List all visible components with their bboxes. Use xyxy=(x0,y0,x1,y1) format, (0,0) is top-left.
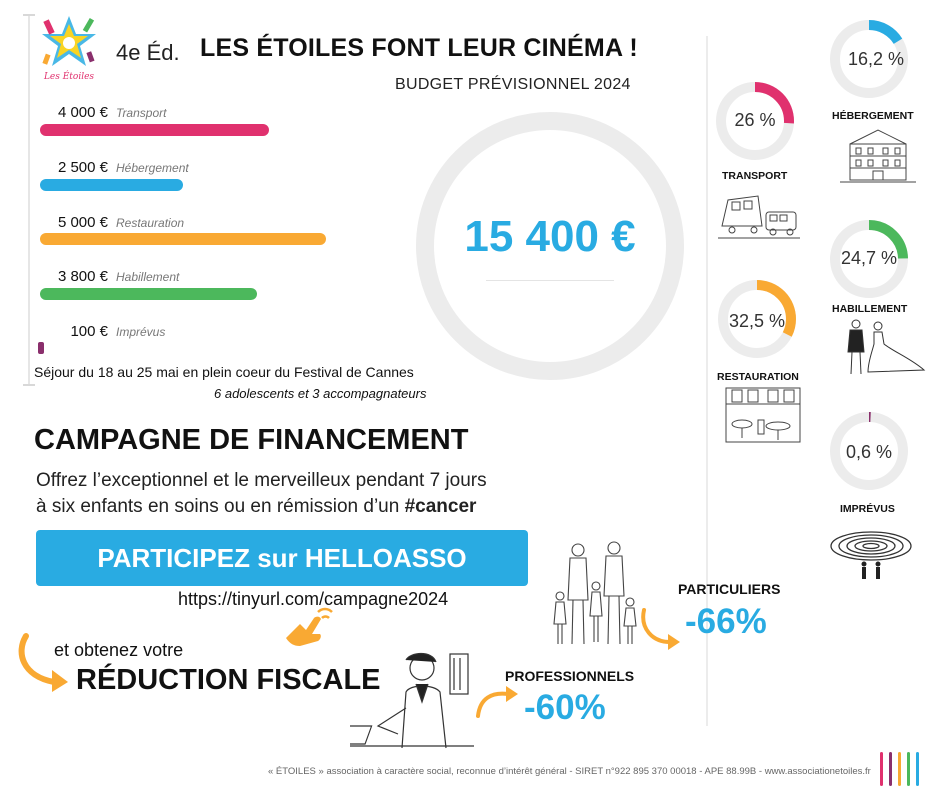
right-divider xyxy=(706,36,708,726)
donut-restauration xyxy=(718,280,796,358)
total-budget: 15 400 € xyxy=(464,212,636,261)
budget-category: Imprévus xyxy=(116,325,166,339)
budget-category: Transport xyxy=(116,106,167,120)
restaurant-illustration xyxy=(725,387,801,443)
logo-star-icon xyxy=(42,16,96,66)
budget-amount: 3 800 € xyxy=(57,268,108,285)
donut-arc-imprevus xyxy=(830,412,908,490)
share-label: IMPRÉVUS xyxy=(840,503,895,515)
total-divider xyxy=(486,280,614,281)
logo-text: Les Étoiles xyxy=(43,72,95,82)
budget-amount: 4 000 € xyxy=(57,104,108,121)
curved-arrow-icon xyxy=(476,686,518,718)
budget-bar-transport xyxy=(40,124,269,136)
donut-hebergement xyxy=(830,20,908,98)
budget-bar-list xyxy=(0,0,1,1)
edition-label: 4e Éd. xyxy=(116,40,180,65)
left-divider xyxy=(28,14,30,386)
budget-amount: 2 500 € xyxy=(57,159,108,176)
pointing-hand-icon xyxy=(286,607,333,646)
donut-arc-hebergement xyxy=(830,20,908,98)
brand-stripe xyxy=(916,752,919,786)
budget-amount: 5 000 € xyxy=(57,214,108,231)
left-divider-cap xyxy=(23,384,35,386)
businessman-illustration xyxy=(350,652,474,749)
page-title: LES ÉTOILES FONT LEUR CINÉMA ! xyxy=(200,34,638,62)
footer-legal: « ÉTOILES » association à caractère soci… xyxy=(268,766,871,777)
helloasso-button[interactable]: PARTICIPEZ sur HELLOASSO xyxy=(36,530,528,586)
share-pct: 32,5 % xyxy=(728,311,786,331)
share-pct: 24,7 % xyxy=(840,248,898,268)
page-subtitle: BUDGET PRÉVISIONNEL 2024 xyxy=(395,76,631,93)
budget-bar-habillement xyxy=(40,288,257,300)
curved-arrow-icon xyxy=(641,608,680,650)
curved-arrow-icon xyxy=(18,633,68,692)
donut-imprevus xyxy=(830,412,908,490)
budget-bar-restauration xyxy=(40,233,326,245)
campaign-line-2: à six enfants en soins ou en rémission d… xyxy=(36,494,487,520)
tax-intro: et obtenez votre xyxy=(54,640,184,660)
evening-wear-illustration xyxy=(847,319,926,375)
donut-transport xyxy=(716,82,794,160)
total-ring xyxy=(416,112,684,380)
share-label: RESTAURATION xyxy=(717,371,799,383)
budget-bar-imprevus xyxy=(38,342,44,354)
budget-category: Hébergement xyxy=(116,161,189,175)
share-label: TRANSPORT xyxy=(722,170,788,182)
brand-stripe xyxy=(907,752,910,786)
campaign-line-1: Offrez l’exceptionnel et le merveilleux … xyxy=(36,470,487,491)
cancer-hashtag: #cancer xyxy=(404,496,477,517)
campaign-link[interactable]: https://tinyurl.com/campagne2024 xyxy=(178,589,449,609)
brand-stripe xyxy=(889,752,892,786)
donut-arc-transport xyxy=(716,82,794,160)
train-bus-illustration xyxy=(718,195,800,239)
share-pct: 26 % xyxy=(734,110,776,130)
share-label: HABILLEMENT xyxy=(832,303,908,315)
brand-stripe xyxy=(880,752,883,786)
campaign-description: Offrez l’exceptionnel et le merveilleux … xyxy=(36,468,487,520)
family-illustration xyxy=(553,541,637,645)
brand-stripes xyxy=(880,752,920,786)
share-pct: 0,6 % xyxy=(845,442,893,462)
left-divider-cap xyxy=(23,14,35,16)
donut-arc-restauration xyxy=(718,280,796,358)
stay-dates: Séjour du 18 au 25 mai en plein coeur du… xyxy=(34,364,414,380)
stay-participants: 6 adolescents et 3 accompagnateurs xyxy=(214,386,427,401)
donut-habillement xyxy=(830,220,908,298)
share-label: HÉBERGEMENT xyxy=(832,110,914,122)
budget-category: Habillement xyxy=(116,270,180,284)
professionnels-label: PROFESSIONNELS xyxy=(505,668,635,684)
campaign-title: CAMPAGNE DE FINANCEMENT xyxy=(34,424,469,456)
professionnels-reduction: -60% xyxy=(524,688,606,727)
maze-illustration xyxy=(830,531,912,579)
tax-reduction-title: RÉDUCTION FISCALE xyxy=(76,664,381,696)
budget-bar-hebergement xyxy=(40,179,183,191)
budget-category: Restauration xyxy=(116,216,185,230)
particuliers-label: PARTICULIERS xyxy=(678,581,781,597)
association-logo: Les Étoiles xyxy=(38,14,100,86)
hotel-illustration xyxy=(840,129,916,183)
share-pct: 16,2 % xyxy=(847,49,905,69)
budget-amount: 100 € xyxy=(70,323,108,340)
campaign-line-2-text: à six enfants en soins ou en rémission d… xyxy=(36,496,405,517)
donut-arc-habillement xyxy=(830,220,908,298)
particuliers-reduction: -66% xyxy=(685,602,767,641)
brand-stripe xyxy=(898,752,901,786)
